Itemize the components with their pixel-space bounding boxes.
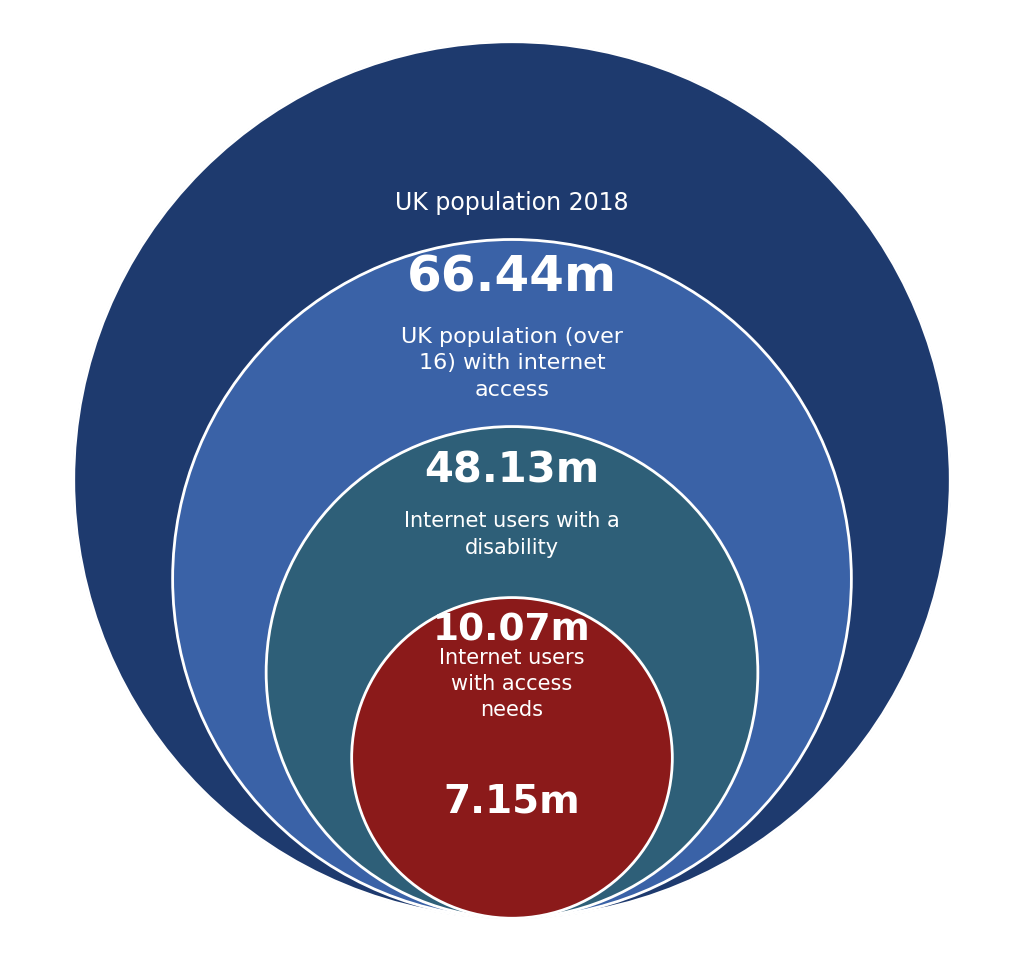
Text: 48.13m: 48.13m: [424, 449, 600, 491]
Circle shape: [266, 427, 758, 919]
Text: Internet users
with access
needs: Internet users with access needs: [439, 647, 585, 720]
Text: Internet users with a
disability: Internet users with a disability: [404, 510, 620, 557]
Text: UK population 2018: UK population 2018: [395, 191, 629, 215]
Circle shape: [351, 598, 673, 919]
Text: 7.15m: 7.15m: [443, 782, 581, 820]
Text: UK population (over
16) with internet
access: UK population (over 16) with internet ac…: [401, 327, 623, 400]
Circle shape: [173, 240, 851, 919]
Circle shape: [74, 42, 950, 919]
Text: 66.44m: 66.44m: [407, 254, 617, 302]
Text: 10.07m: 10.07m: [433, 612, 591, 648]
